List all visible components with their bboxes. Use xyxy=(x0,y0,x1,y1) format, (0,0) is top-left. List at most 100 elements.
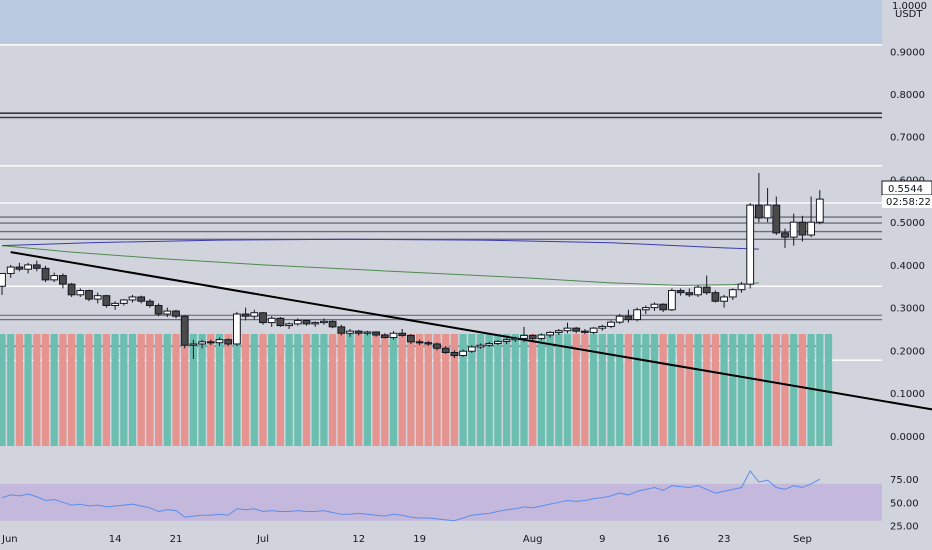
candle-body xyxy=(337,326,346,334)
candle-body xyxy=(520,334,528,339)
rsi-series xyxy=(1,470,821,522)
date-tick-label: 23 xyxy=(718,534,731,545)
volume-bar xyxy=(294,334,302,446)
volume-bar xyxy=(398,334,406,446)
candle xyxy=(572,326,581,334)
volume-bar xyxy=(590,334,598,446)
candle xyxy=(180,315,189,349)
candle-body xyxy=(676,290,685,294)
volume-bar xyxy=(659,334,667,446)
candle-body xyxy=(815,198,824,223)
candle xyxy=(85,289,93,302)
price-tick-label: 0.7000 xyxy=(890,133,925,144)
volume-bar xyxy=(407,334,415,446)
candle-body xyxy=(581,330,589,333)
volume-bar xyxy=(459,334,467,446)
volume-bar xyxy=(633,334,641,446)
candle xyxy=(441,346,450,354)
volume-bar xyxy=(694,334,702,446)
candle xyxy=(789,213,798,246)
candle xyxy=(189,339,198,359)
volume-bar xyxy=(355,334,363,446)
volume-bar xyxy=(764,334,772,446)
candle xyxy=(607,320,615,329)
candle-body xyxy=(528,334,537,339)
candle xyxy=(685,288,694,297)
date-tick-label: 12 xyxy=(352,534,365,545)
candle-body xyxy=(154,305,163,315)
candle xyxy=(433,342,441,351)
time-scale[interactable] xyxy=(0,530,882,550)
volume-bar xyxy=(207,334,215,446)
candle xyxy=(737,282,746,293)
volume-bar xyxy=(68,334,76,446)
candle-body xyxy=(76,290,85,296)
date-tick-label: 9 xyxy=(599,534,605,545)
candle xyxy=(137,295,146,304)
candle xyxy=(746,202,755,289)
candle-body xyxy=(93,295,102,300)
candle xyxy=(146,299,154,308)
volume-bar xyxy=(824,334,833,446)
candle-body xyxy=(737,283,746,291)
rsi-tick-label: 75.00 xyxy=(890,475,919,486)
rsi-band xyxy=(0,483,882,521)
volume-bar xyxy=(798,334,806,446)
price-axis[interactable]: 1.0000 USDT 0.90000.80000.70000.60000.50… xyxy=(890,1,927,443)
volume-bar xyxy=(563,334,572,446)
date-tick-label: 16 xyxy=(657,534,670,545)
volume-bar xyxy=(224,334,232,446)
volume-bar xyxy=(120,334,128,446)
candle-body xyxy=(50,275,59,281)
volume-bar xyxy=(15,334,23,446)
candle-body xyxy=(494,340,502,345)
candle xyxy=(293,318,302,326)
candle-body xyxy=(320,320,328,324)
volume-bar xyxy=(685,334,693,446)
candle xyxy=(633,307,642,322)
candle xyxy=(276,317,285,327)
candle-body xyxy=(233,313,241,345)
date-tick-label: 21 xyxy=(170,534,183,545)
candle-body xyxy=(433,343,441,349)
candle-body xyxy=(450,352,459,356)
volume-bar xyxy=(94,334,102,446)
trendline[interactable] xyxy=(10,251,932,411)
descending-trendline[interactable] xyxy=(10,251,932,411)
candle xyxy=(476,343,485,349)
candle-body xyxy=(694,286,702,296)
candle-body xyxy=(259,312,267,324)
candle-body xyxy=(467,346,476,352)
candle-body xyxy=(789,221,798,238)
candle xyxy=(363,330,372,336)
candle xyxy=(781,228,789,248)
candle xyxy=(267,316,276,327)
volume-bar xyxy=(503,334,511,446)
candle-body xyxy=(624,315,633,321)
candle-body xyxy=(354,330,363,334)
candle-body xyxy=(137,296,146,302)
candle xyxy=(494,340,502,346)
candle-body xyxy=(798,221,807,236)
date-axis[interactable]: Jun 14 21 Jul 12 19 Aug 9 16 23 Sep xyxy=(1,534,812,545)
price-tick-label: 0.0000 xyxy=(890,432,925,443)
volume-bar xyxy=(242,334,250,446)
candle xyxy=(102,294,111,308)
candle-body xyxy=(589,327,598,333)
price-tick-label: 0.3000 xyxy=(890,304,925,315)
volume-bar xyxy=(311,334,319,446)
candle xyxy=(372,331,381,337)
candle xyxy=(380,333,389,339)
candle xyxy=(537,333,546,341)
candle-body xyxy=(0,272,6,287)
price-tick-label: 0.4000 xyxy=(890,261,925,272)
candle xyxy=(641,305,650,315)
volume-bar xyxy=(146,334,154,446)
volume-bar xyxy=(581,334,589,446)
last-price-label: 0.5544 02:58:22 xyxy=(881,180,932,208)
volume-bar xyxy=(155,334,163,446)
candle-body xyxy=(24,264,33,270)
price-scale[interactable] xyxy=(882,0,932,550)
date-tick-label: Aug xyxy=(523,534,543,545)
